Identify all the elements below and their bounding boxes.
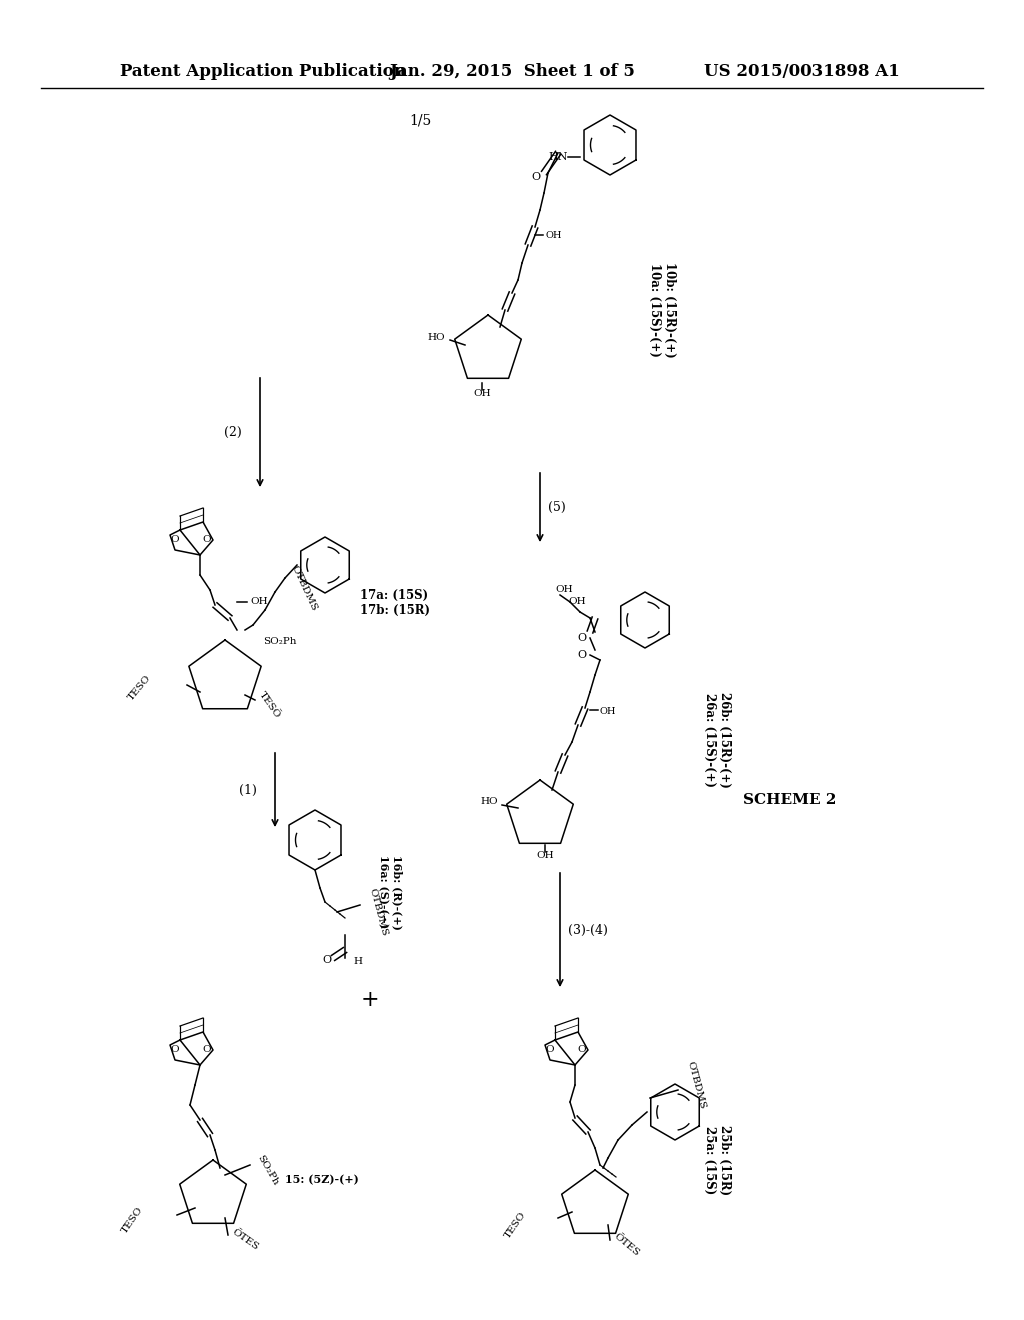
Text: OH: OH	[568, 598, 586, 606]
Text: US 2015/0031898 A1: US 2015/0031898 A1	[705, 63, 900, 81]
Text: 16b: (R)-(+): 16b: (R)-(+)	[391, 854, 402, 929]
Text: +: +	[360, 989, 379, 1011]
Text: 16a: (S)-(−): 16a: (S)-(−)	[378, 855, 388, 929]
Text: OH: OH	[537, 850, 554, 859]
Text: (3)-(4): (3)-(4)	[568, 924, 608, 936]
Text: Jan. 29, 2015  Sheet 1 of 5: Jan. 29, 2015 Sheet 1 of 5	[389, 63, 635, 81]
Text: 26a: (15S)-(+): 26a: (15S)-(+)	[703, 693, 717, 787]
Text: (5): (5)	[548, 502, 565, 513]
Text: OH: OH	[600, 708, 616, 717]
Text: 10b: (15R)-(+): 10b: (15R)-(+)	[664, 263, 677, 358]
Text: 10a: (15S)-(+): 10a: (15S)-(+)	[648, 263, 662, 356]
Text: SO₂Ph: SO₂Ph	[263, 638, 297, 647]
Text: O: O	[578, 634, 587, 643]
Text: (2): (2)	[224, 426, 242, 440]
Text: TESO: TESO	[120, 1205, 145, 1236]
Text: SO₂Ph: SO₂Ph	[255, 1154, 280, 1187]
Text: TESŌ: TESŌ	[257, 690, 282, 719]
Text: (1): (1)	[240, 784, 257, 796]
Text: HN: HN	[549, 152, 568, 162]
Text: OH: OH	[555, 586, 572, 594]
Text: TESO: TESO	[503, 1210, 528, 1239]
Text: O: O	[546, 1045, 554, 1055]
Text: 25b: (15R): 25b: (15R)	[719, 1125, 731, 1195]
Text: 15: (5Z)-(+): 15: (5Z)-(+)	[285, 1175, 358, 1185]
Text: HO: HO	[427, 333, 445, 342]
Text: OH: OH	[545, 231, 561, 239]
Text: ŌTES: ŌTES	[612, 1232, 641, 1258]
Text: O: O	[323, 954, 332, 965]
Text: Patent Application Publication: Patent Application Publication	[120, 63, 406, 81]
Text: OTBDMS: OTBDMS	[367, 887, 388, 937]
Text: HO: HO	[480, 797, 498, 807]
Text: OH: OH	[250, 598, 267, 606]
Text: TESO: TESO	[127, 673, 153, 702]
Text: 17a: (15S): 17a: (15S)	[360, 589, 428, 602]
Text: 26b: (15R)-(+): 26b: (15R)-(+)	[719, 692, 731, 788]
Text: O: O	[203, 536, 211, 544]
Text: O: O	[578, 649, 587, 660]
Text: O: O	[578, 1045, 587, 1055]
Text: OTBDMS: OTBDMS	[685, 1060, 707, 1110]
Text: 1/5: 1/5	[409, 114, 431, 127]
Text: 25a: (15S): 25a: (15S)	[703, 1126, 717, 1195]
Text: O: O	[530, 172, 540, 182]
Text: H: H	[353, 957, 362, 966]
Text: OTBDMS: OTBDMS	[290, 564, 318, 612]
Text: 17b: (15R): 17b: (15R)	[360, 603, 430, 616]
Text: O: O	[171, 536, 179, 544]
Text: OH: OH	[473, 388, 490, 397]
Text: O: O	[203, 1045, 211, 1055]
Text: SCHEME 2: SCHEME 2	[743, 793, 837, 807]
Text: O: O	[171, 1045, 179, 1055]
Text: ŌTES: ŌTES	[230, 1228, 260, 1253]
